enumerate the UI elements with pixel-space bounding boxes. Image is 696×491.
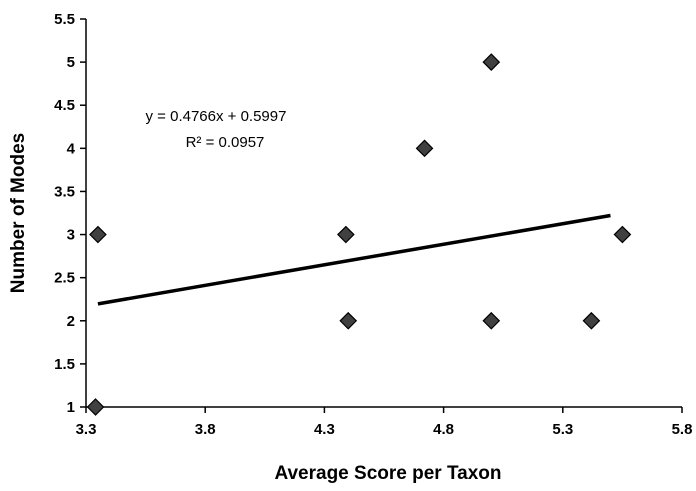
data-point bbox=[415, 139, 434, 158]
data-points bbox=[86, 53, 632, 416]
x-tick-label: 4.8 bbox=[433, 421, 454, 438]
x-axis-title: Average Score per Taxon bbox=[274, 463, 501, 484]
x-tick-label: 4.3 bbox=[314, 421, 335, 438]
data-point bbox=[613, 225, 632, 244]
y-tick-label: 5.5 bbox=[54, 11, 75, 28]
y-tick-label: 3 bbox=[67, 227, 75, 244]
data-point bbox=[482, 311, 501, 330]
x-tick-label: 5.8 bbox=[672, 421, 693, 438]
data-point bbox=[339, 311, 358, 330]
trendline-equation: y = 0.4766x + 0.5997 bbox=[146, 108, 287, 125]
data-point bbox=[337, 225, 355, 244]
y-axis-title: Number of Modes bbox=[8, 133, 29, 293]
r-squared-label: R² = 0.0957 bbox=[186, 134, 265, 151]
data-point bbox=[582, 311, 601, 330]
data-point bbox=[482, 53, 501, 71]
x-tick-label: 5.3 bbox=[552, 421, 573, 438]
trendline bbox=[97, 213, 611, 306]
y-tick-label: 1 bbox=[67, 399, 75, 416]
data-point bbox=[89, 225, 107, 244]
x-axis: 3.3 3.8 4.3 4.8 5.3 5.8 bbox=[76, 406, 693, 438]
x-tick-label: 3.8 bbox=[195, 421, 216, 438]
data-point bbox=[86, 398, 105, 416]
x-tick-label: 3.3 bbox=[76, 421, 97, 438]
y-tick-label: 1.5 bbox=[54, 356, 75, 373]
y-tick-label: 4.5 bbox=[54, 97, 75, 114]
y-tick-label: 5 bbox=[67, 54, 75, 71]
y-tick-label: 2.5 bbox=[54, 270, 75, 287]
y-tick-label: 4 bbox=[67, 140, 76, 157]
y-axis: 1 1.5 2 2.5 3 3.5 4 4.5 5 5.5 bbox=[54, 11, 87, 416]
y-tick-label: 3.5 bbox=[54, 183, 75, 200]
y-tick-label: 2 bbox=[67, 313, 75, 330]
